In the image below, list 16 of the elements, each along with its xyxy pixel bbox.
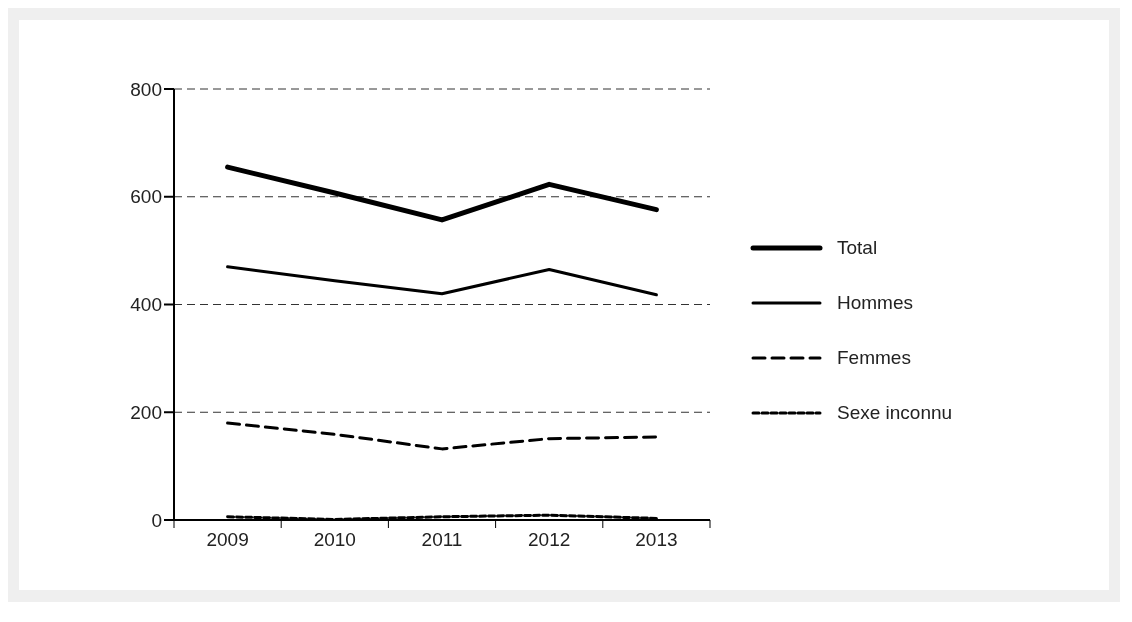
y-tick-label: 400 [130, 294, 162, 316]
x-tick-label: 2009 [206, 529, 249, 550]
line-series [226, 265, 658, 297]
y-tick-label: 800 [130, 78, 162, 100]
x-tick-label: 2012 [528, 529, 571, 550]
x-tick-label: 2010 [313, 529, 356, 550]
y-tick-label: 200 [130, 401, 162, 423]
x-tick-label: 2013 [635, 529, 678, 550]
line-series [226, 421, 658, 451]
y-tick-label: 600 [130, 186, 162, 208]
legend-label: Sexe inconnu [837, 401, 953, 424]
x-tick-label: 2011 [421, 529, 463, 550]
legend-label: Femmes [837, 346, 911, 369]
legend-label: Hommes [837, 291, 914, 314]
y-tick-label: 0 [151, 509, 162, 531]
legend-label: Total [837, 236, 878, 259]
